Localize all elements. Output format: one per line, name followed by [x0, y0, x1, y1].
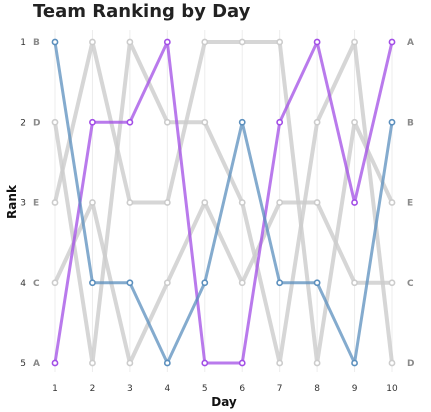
data-point-D: [313, 118, 321, 126]
data-point-A: [163, 38, 171, 46]
data-point-E: [276, 38, 284, 46]
data-point-A: [89, 118, 96, 126]
left-team-label: D: [33, 118, 40, 128]
data-point-B: [351, 359, 358, 367]
highlighted-series: [51, 38, 396, 367]
series-D: [51, 38, 396, 367]
data-point-A: [51, 359, 59, 367]
data-point-E: [388, 199, 396, 206]
chart-title: Team Ranking by Day: [33, 1, 251, 22]
x-tick-label: 8: [314, 384, 320, 394]
data-point-E: [51, 199, 59, 206]
data-point-C: [276, 199, 284, 206]
data-point-A: [313, 38, 321, 46]
series-line-D: [53, 40, 394, 365]
data-point-D: [126, 38, 134, 46]
left-team-label: E: [33, 199, 39, 209]
data-point-C: [388, 279, 396, 287]
series-line-A: [53, 40, 394, 365]
y-tick-label: 1: [20, 38, 26, 48]
x-tick-label: 2: [90, 384, 96, 394]
data-point-D: [163, 118, 171, 126]
data-point-C: [126, 359, 134, 367]
data-point-B: [313, 279, 321, 287]
x-axis-label: Day: [211, 395, 237, 409]
data-point-B: [238, 118, 246, 126]
x-tick-label: 6: [239, 384, 245, 394]
data-point-A: [126, 118, 134, 126]
data-point-C: [51, 279, 59, 287]
series-A: [51, 38, 396, 367]
y-axis-label: Rank: [5, 184, 19, 219]
data-point-B: [201, 279, 209, 287]
data-point-D: [388, 359, 396, 367]
data-point-C: [201, 199, 209, 206]
series-line-B: [53, 40, 394, 365]
data-point-D: [201, 118, 209, 126]
data-point-E: [351, 118, 358, 126]
x-tick-label: 10: [386, 384, 398, 394]
y-tick-label: 4: [20, 279, 26, 289]
data-point-D: [276, 359, 284, 367]
data-point-B: [388, 118, 396, 126]
series-B: [51, 38, 396, 367]
y-tick-label: 2: [20, 118, 26, 128]
y-tick-label: 3: [20, 199, 26, 209]
data-point-A: [388, 38, 396, 46]
data-point-E: [126, 199, 134, 206]
data-point-B: [126, 279, 134, 287]
right-team-label: D: [407, 359, 414, 369]
data-point-C: [238, 279, 246, 287]
axis-ticks: 1 2 3 4 5 6 7 8 9 10 1 2 3 4 5: [20, 38, 398, 394]
x-tick-label: 7: [277, 384, 283, 394]
data-point-C: [89, 199, 96, 206]
x-tick-label: 5: [202, 384, 208, 394]
data-point-B: [276, 279, 284, 287]
x-tick-label: 4: [164, 384, 170, 394]
data-point-A: [276, 118, 284, 126]
data-point-E: [89, 38, 96, 46]
right-team-label: E: [407, 199, 413, 209]
data-point-A: [201, 359, 209, 367]
right-team-label: C: [407, 279, 414, 289]
data-point-A: [238, 359, 246, 367]
data-point-D: [89, 359, 96, 367]
data-point-C: [163, 279, 171, 287]
data-point-C: [351, 279, 358, 287]
left-team-label: A: [33, 359, 40, 369]
data-point-B: [51, 38, 59, 46]
y-tick-label: 5: [20, 359, 26, 369]
x-tick-label: 9: [352, 384, 358, 394]
data-point-B: [163, 359, 171, 367]
data-point-E: [163, 199, 171, 206]
data-point-E: [313, 359, 321, 367]
data-point-D: [51, 118, 59, 126]
left-team-label: B: [33, 38, 40, 48]
data-point-D: [351, 38, 358, 46]
right-team-label: B: [407, 118, 414, 128]
data-point-E: [201, 38, 209, 46]
data-point-C: [313, 199, 321, 206]
x-tick-label: 1: [52, 384, 58, 394]
data-point-B: [89, 279, 96, 287]
x-tick-label: 3: [127, 384, 133, 394]
team-labels: B D E C A A B E C D: [33, 38, 414, 369]
data-point-A: [351, 199, 358, 206]
right-team-label: A: [407, 38, 414, 48]
left-team-label: C: [33, 279, 40, 289]
data-point-D: [238, 199, 246, 206]
data-point-E: [238, 38, 246, 46]
